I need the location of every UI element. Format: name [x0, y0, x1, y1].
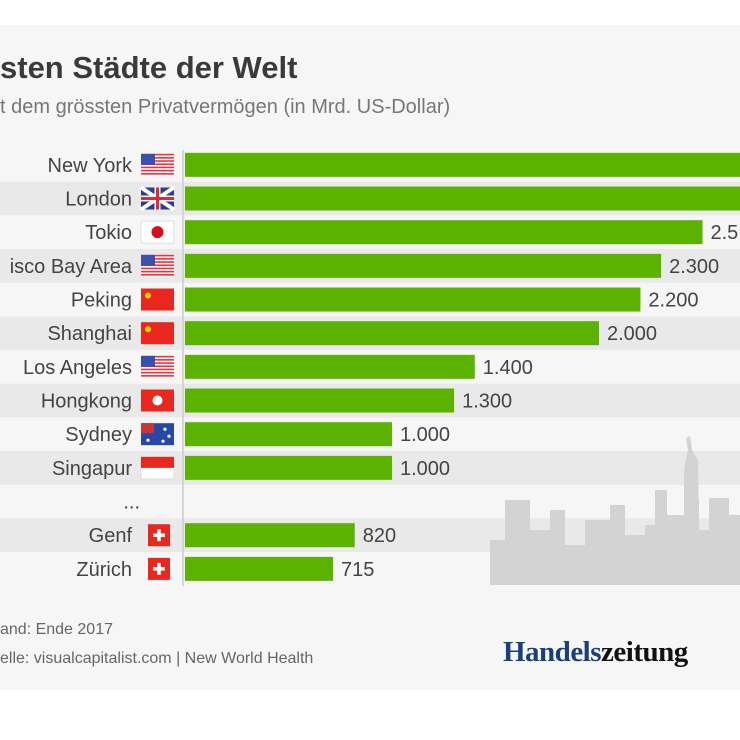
flag-uk-icon: [139, 185, 176, 212]
flag-ch-icon: [148, 524, 170, 547]
value-label: 2.000: [607, 323, 657, 345]
data-note: and: Ende 2017: [0, 621, 113, 638]
value-label: 1.000: [400, 458, 450, 480]
category-label: Singapur: [52, 458, 132, 480]
value-label: 1.400: [483, 357, 533, 379]
category-label: isco Bay Area: [10, 256, 133, 278]
flag-sg-icon: [140, 456, 175, 480]
category-label: ...: [123, 492, 140, 514]
logo-part2: zeitung: [601, 636, 688, 668]
bar: [185, 523, 355, 548]
category-label: Peking: [71, 290, 132, 312]
flag-ch-icon: [148, 557, 170, 580]
bar: [185, 220, 703, 245]
category-label: Sydney: [65, 424, 132, 446]
category-label: New York: [48, 155, 133, 177]
category-label: Genf: [89, 525, 133, 547]
value-label: 2.5: [711, 222, 739, 244]
value-label: 2.300: [669, 256, 719, 278]
flag-cn-icon: [141, 288, 174, 311]
bar: [185, 388, 455, 413]
bar: [185, 556, 334, 581]
bar: [185, 422, 392, 447]
handelszeitung-logo: Handelszeitung: [503, 636, 688, 669]
flag-cn-icon: [141, 322, 174, 345]
bar: [185, 354, 475, 379]
flag-us-icon: [141, 153, 174, 176]
category-label: Los Angeles: [23, 357, 132, 379]
value-label: 2.200: [648, 290, 698, 312]
bar: [185, 321, 599, 346]
flag-us-icon: [141, 355, 174, 378]
category-label: Shanghai: [47, 323, 132, 345]
bar: [185, 253, 662, 278]
flag-jp-icon: [140, 220, 175, 244]
category-label: Zürich: [76, 559, 132, 581]
source-note: elle: visualcapitalist.com | New World H…: [0, 650, 314, 667]
chart-subtitle: t dem grössten Privatvermögen (in Mrd. U…: [0, 96, 451, 118]
category-label: Tokio: [85, 222, 132, 244]
skyline-illustration: [490, 436, 740, 585]
category-label: Hongkong: [41, 391, 132, 413]
chart-title: sten Städte der Welt: [0, 50, 298, 85]
value-label: 1.000: [400, 424, 450, 446]
category-label: London: [65, 189, 132, 211]
bar: [185, 455, 392, 480]
value-label: 820: [363, 525, 396, 547]
bar: [185, 186, 740, 211]
bar: [185, 152, 740, 177]
bar: [185, 287, 641, 312]
flag-hk-icon: [141, 389, 174, 412]
value-label: 715: [341, 559, 374, 581]
flag-au-icon: [141, 423, 174, 446]
flag-us-icon: [141, 254, 174, 277]
value-label: 1.300: [462, 391, 512, 413]
logo-part1: Handels: [503, 636, 602, 668]
